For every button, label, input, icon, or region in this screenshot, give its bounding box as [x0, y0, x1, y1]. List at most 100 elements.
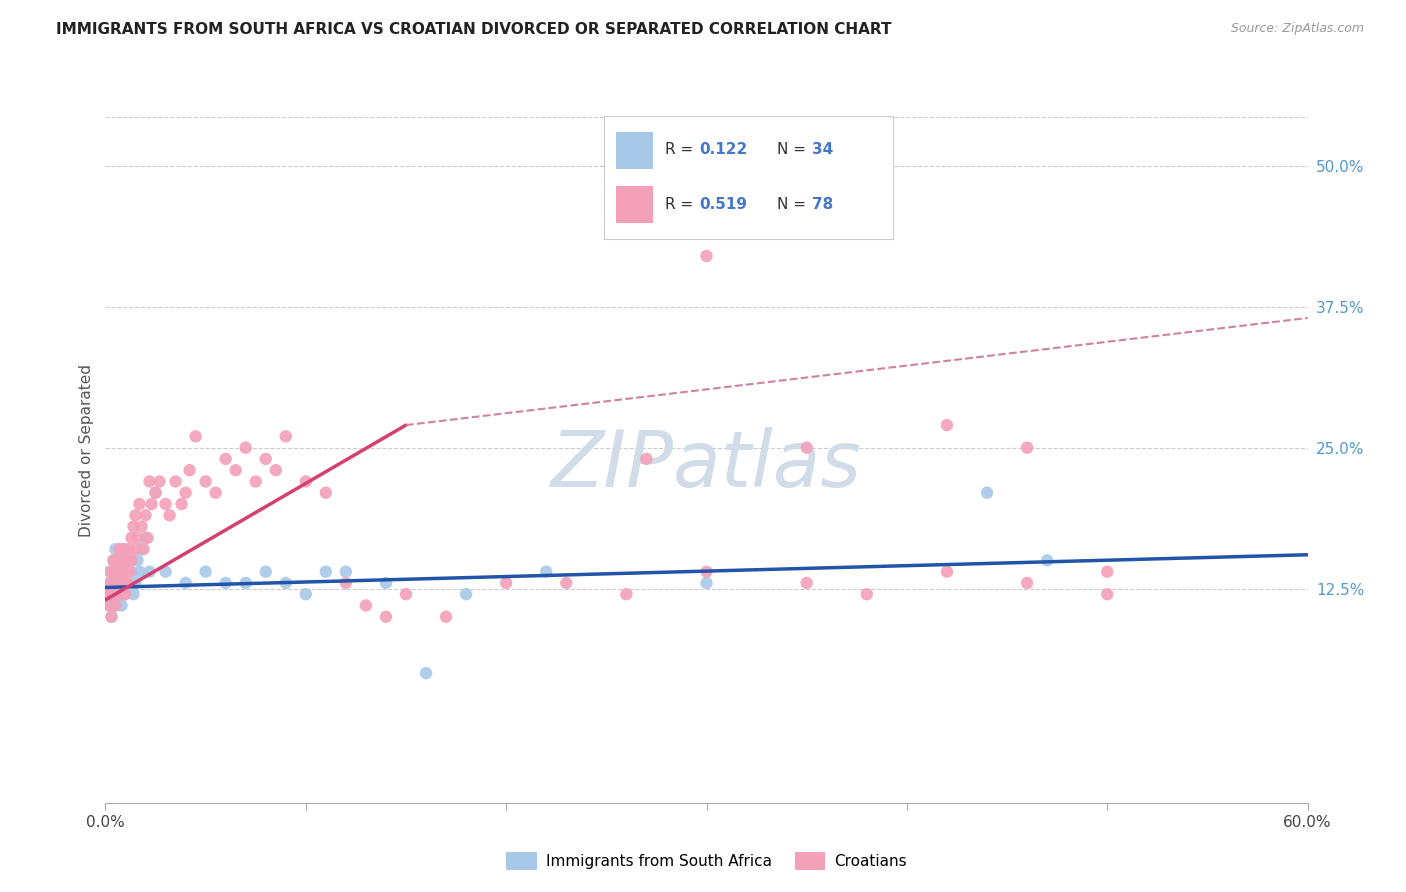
Point — [155, 497, 177, 511]
Point — [374, 609, 398, 624]
Point — [855, 587, 877, 601]
Point — [124, 542, 146, 557]
Point — [696, 249, 718, 263]
Point — [110, 553, 132, 567]
Point — [121, 531, 143, 545]
Point — [104, 542, 127, 557]
Point — [104, 587, 127, 601]
Point — [128, 497, 150, 511]
Point — [117, 576, 139, 591]
Point — [148, 475, 170, 489]
Point — [214, 451, 236, 466]
Point — [100, 587, 122, 601]
Point — [174, 576, 197, 591]
Point — [159, 508, 181, 523]
Point — [127, 553, 149, 567]
Point — [135, 531, 157, 545]
Point — [124, 576, 146, 591]
Point — [1097, 565, 1119, 579]
Point — [107, 587, 129, 601]
Point — [104, 599, 127, 613]
Point — [534, 565, 557, 579]
Point — [225, 463, 247, 477]
Point — [114, 565, 136, 579]
Point — [1036, 553, 1059, 567]
Point — [114, 542, 136, 557]
Point — [108, 565, 131, 579]
Point — [103, 553, 125, 567]
Point — [315, 485, 337, 500]
Point — [274, 576, 297, 591]
Point — [131, 519, 153, 533]
Point — [138, 565, 160, 579]
Point — [117, 576, 139, 591]
Point — [127, 531, 149, 545]
Point — [179, 463, 201, 477]
Point — [110, 587, 132, 601]
Point — [103, 553, 125, 567]
Point — [254, 451, 277, 466]
Y-axis label: Divorced or Separated: Divorced or Separated — [79, 364, 94, 537]
Point — [114, 587, 136, 601]
Point — [1017, 441, 1039, 455]
Point — [136, 531, 159, 545]
Point — [170, 497, 193, 511]
Point — [104, 576, 127, 591]
Point — [122, 587, 145, 601]
Point — [100, 609, 122, 624]
Point — [121, 553, 143, 567]
Point — [194, 475, 217, 489]
Point — [112, 542, 135, 557]
Point — [936, 565, 959, 579]
Point — [184, 429, 207, 443]
Point — [214, 576, 236, 591]
Point — [131, 542, 153, 557]
Point — [796, 441, 818, 455]
Point — [110, 565, 132, 579]
Point — [415, 666, 437, 681]
Point — [121, 565, 143, 579]
Point — [118, 542, 141, 557]
Point — [98, 576, 121, 591]
Point — [145, 485, 167, 500]
Point — [132, 542, 155, 557]
Point — [165, 475, 187, 489]
Point — [110, 599, 132, 613]
Point — [796, 576, 818, 591]
Point — [194, 565, 217, 579]
Text: ZIPatlas: ZIPatlas — [551, 426, 862, 502]
Point — [696, 565, 718, 579]
Point — [936, 418, 959, 433]
Point — [108, 553, 131, 567]
Point — [976, 485, 998, 500]
Point — [235, 576, 257, 591]
Point — [245, 475, 267, 489]
Point — [335, 565, 357, 579]
Point — [335, 576, 357, 591]
Point — [100, 609, 122, 624]
Point — [454, 587, 477, 601]
Point — [264, 463, 287, 477]
Point — [100, 576, 122, 591]
Point — [434, 609, 457, 624]
Point — [98, 599, 121, 613]
Text: Source: ZipAtlas.com: Source: ZipAtlas.com — [1230, 22, 1364, 36]
Point — [495, 576, 517, 591]
Point — [204, 485, 226, 500]
Point — [100, 565, 122, 579]
Point — [295, 475, 318, 489]
Point — [274, 429, 297, 443]
Point — [696, 576, 718, 591]
Point — [107, 576, 129, 591]
Point — [235, 441, 257, 455]
Point — [124, 508, 146, 523]
Point — [103, 576, 125, 591]
Point — [117, 553, 139, 567]
Point — [1097, 587, 1119, 601]
Point — [96, 587, 118, 601]
Point — [155, 565, 177, 579]
Point — [128, 565, 150, 579]
Point — [104, 599, 127, 613]
Point — [636, 451, 658, 466]
Point — [138, 475, 160, 489]
